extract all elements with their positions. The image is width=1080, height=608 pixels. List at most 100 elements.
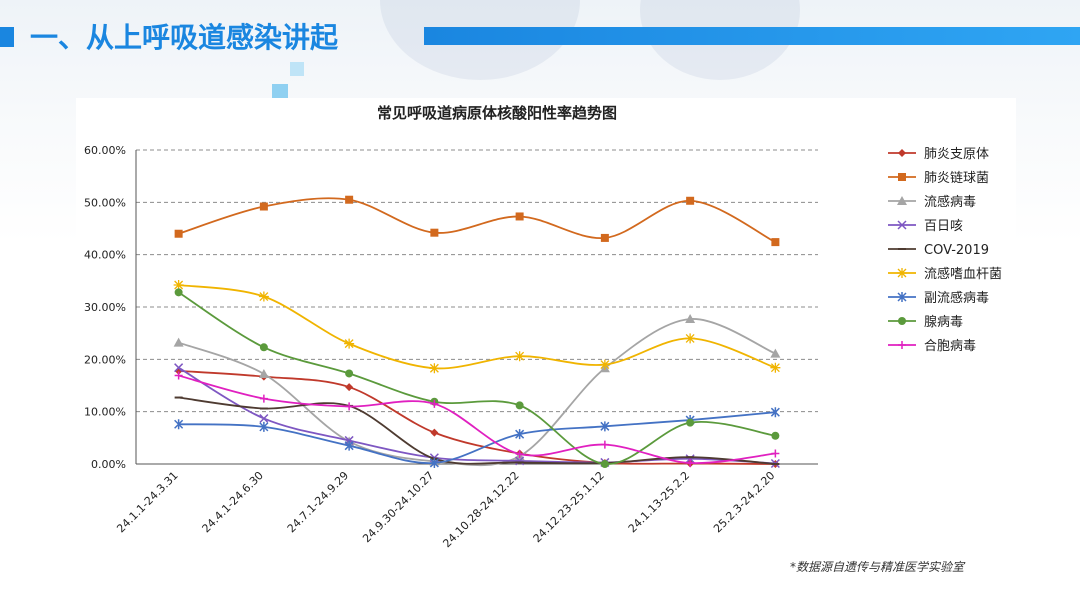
- legend-marker: [898, 317, 906, 325]
- data-point: [600, 233, 609, 242]
- legend-label: 合胞病毒: [924, 339, 976, 354]
- data-point: [771, 431, 780, 440]
- legend-item: COV-2019: [888, 243, 989, 258]
- series-line: [178, 366, 776, 465]
- data-point: [430, 399, 439, 408]
- legend-marker: [898, 149, 906, 157]
- legend-label: 腺病毒: [924, 315, 963, 330]
- x-tick-label: 24.10.28-24.12.22: [440, 469, 521, 550]
- data-point: [685, 314, 696, 324]
- x-tick-label: 24.7.1-24.9.29: [285, 469, 351, 535]
- x-tick-label: 24.1.1-24.3.31: [114, 469, 180, 535]
- data-point: [515, 450, 524, 459]
- data-point: [345, 195, 354, 204]
- data-point: [429, 457, 439, 468]
- data-point: [345, 369, 354, 378]
- legend-item: 肺炎链球菌: [888, 171, 989, 186]
- legend-marker: [897, 196, 907, 205]
- legend-item: 副流感病毒: [888, 290, 989, 306]
- series-4: [174, 363, 780, 469]
- legend-item: 流感病毒: [888, 194, 976, 210]
- data-point: [345, 383, 354, 392]
- x-tick-label: 24.9.30-24.10.27: [360, 469, 436, 545]
- data-point: [600, 460, 609, 468]
- x-tick-label: 24.4.1-24.6.30: [200, 469, 266, 535]
- x-tick-label: 25.2.3-24.2.20: [711, 469, 777, 535]
- data-point: [259, 343, 268, 352]
- data-point: [174, 363, 184, 373]
- data-point: [515, 212, 524, 221]
- legend-label: 流感病毒: [924, 194, 976, 210]
- data-point: [599, 359, 610, 370]
- y-tick-label: 30.00%: [84, 301, 126, 314]
- legend-item: 腺病毒: [888, 315, 963, 330]
- data-point: [515, 429, 525, 440]
- legend-marker: [897, 220, 907, 230]
- data-point: [174, 288, 183, 297]
- legend-item: 肺炎支原体: [888, 147, 989, 162]
- y-tick-label: 50.00%: [84, 196, 126, 209]
- decorative-square: [272, 84, 288, 98]
- data-point: [514, 351, 525, 362]
- y-tick-label: 10.00%: [84, 406, 126, 419]
- series-line: [178, 369, 776, 465]
- data-point: [600, 421, 610, 432]
- y-tick-label: 20.00%: [84, 353, 126, 366]
- x-tick-label: 24.1.13-25.2.2: [626, 469, 692, 535]
- data-point: [344, 440, 354, 451]
- page-title: 一、从上呼吸道感染讲起: [30, 21, 339, 54]
- data-point: [771, 449, 780, 458]
- data-point: [770, 407, 780, 418]
- data-point: [686, 418, 695, 427]
- data-point: [259, 394, 268, 403]
- y-tick-label: 0.00%: [91, 458, 126, 471]
- series-line: [178, 374, 776, 464]
- series-9: [174, 371, 780, 467]
- data-point: [686, 196, 695, 205]
- data-point: [258, 368, 269, 378]
- data-point: [515, 401, 524, 410]
- data-point: [174, 229, 183, 238]
- series-7: [174, 407, 780, 468]
- data-point: [515, 456, 525, 466]
- header-accent-bar: [424, 27, 1080, 45]
- data-point: [344, 338, 355, 349]
- y-tick-label: 40.00%: [84, 249, 126, 262]
- data-point: [345, 402, 354, 411]
- data-point: [259, 413, 269, 424]
- legend-label: 流感嗜血杆菌: [924, 266, 1002, 282]
- legend-marker: [897, 268, 907, 278]
- legend-label: 肺炎支原体: [924, 147, 989, 162]
- data-point: [770, 362, 781, 373]
- data-point: [258, 291, 269, 302]
- series-line: [178, 284, 776, 370]
- series-line: [178, 396, 776, 465]
- data-point: [600, 440, 609, 449]
- data-point: [685, 454, 695, 464]
- series-6: [173, 280, 781, 374]
- legend-item: 百日咳: [888, 219, 963, 234]
- data-point: [259, 202, 268, 211]
- legend-marker: [898, 173, 906, 181]
- legend-marker: [898, 341, 906, 349]
- data-source-note: *数据源自遗传与精准医学实验室: [790, 560, 965, 574]
- legend-item: 合胞病毒: [888, 339, 976, 354]
- chart-title: 常见呼吸道病原体核酸阳性率趋势图: [377, 104, 617, 122]
- y-tick-label: 60.00%: [84, 144, 126, 157]
- legend-label: COV-2019: [924, 243, 989, 258]
- series-line: [178, 411, 776, 464]
- legend-item: 流感嗜血杆菌: [888, 266, 1002, 282]
- decorative-square: [290, 62, 304, 76]
- data-point: [430, 428, 439, 437]
- data-point: [259, 421, 269, 432]
- legend-label: 肺炎链球菌: [924, 171, 989, 186]
- data-point: [686, 458, 695, 467]
- x-tick-label: 24.12.23-25.1.12: [531, 469, 607, 545]
- chart-panel: 常见呼吸道病原体核酸阳性率趋势图 0.00% 10.00% 20.00% 30.00% 4…: [76, 98, 1016, 598]
- data-point: [770, 348, 781, 358]
- data-point: [429, 363, 440, 374]
- legend-label: 百日咳: [924, 219, 963, 234]
- series-2: [174, 195, 780, 247]
- trend-line-chart: 常见呼吸道病原体核酸阳性率趋势图 0.00% 10.00% 20.00% 30.00% 4…: [84, 104, 1002, 550]
- data-point: [685, 333, 696, 344]
